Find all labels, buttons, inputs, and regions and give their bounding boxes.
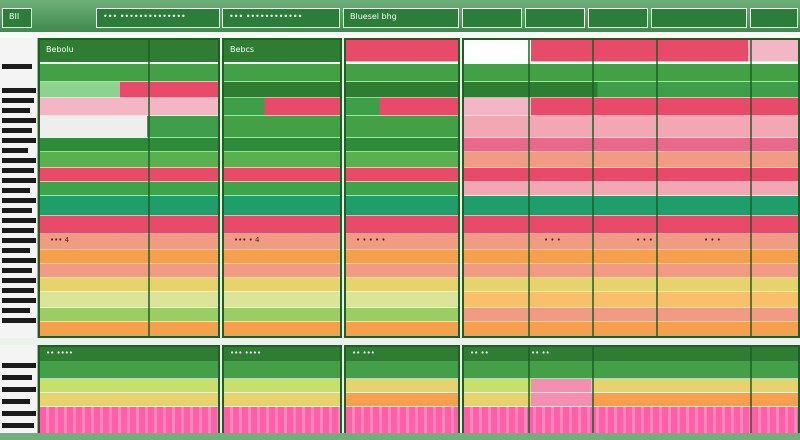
lower-panel-1: •• •••• xyxy=(38,345,220,435)
row-header-column xyxy=(0,38,38,338)
lower-panel-title: ••• •••• xyxy=(224,347,340,361)
lower-panel-title: •• •••• xyxy=(40,347,218,361)
tab-home[interactable]: BII xyxy=(2,8,32,28)
ribbon-toolbar: BII ••• •••••••••••••• ••• •••••••••••• … xyxy=(0,0,800,32)
data-panel-1: Bebolu ••• 4 xyxy=(38,38,220,338)
data-panel-4: • • • • • • • • • xyxy=(462,38,800,338)
lower-panel-4: •• •• •• •• xyxy=(462,345,800,435)
tab-sheet-2[interactable]: ••• •••••••••••• xyxy=(222,8,340,28)
lower-panel-title: •• •• •• •• xyxy=(464,347,798,361)
tab-sheet-3[interactable]: Bluesel bhg xyxy=(343,8,459,28)
lower-panel-2: ••• •••• xyxy=(222,345,342,435)
tab-extra-1[interactable] xyxy=(462,8,522,28)
tab-extra-5[interactable] xyxy=(750,8,798,28)
panel-title: Bebcs xyxy=(224,40,340,62)
tab-extra-2[interactable] xyxy=(525,8,585,28)
tab-sheet-1[interactable]: ••• •••••••••••••• xyxy=(96,8,220,28)
tab-extra-3[interactable] xyxy=(588,8,648,28)
lower-panel-3: •• ••• xyxy=(344,345,460,435)
status-bar xyxy=(0,433,800,440)
tab-extra-4[interactable] xyxy=(651,8,747,28)
data-panel-3: • • • • • xyxy=(344,38,460,338)
row-header-column-lower xyxy=(0,345,38,440)
panel-title: Bebolu xyxy=(40,40,218,62)
data-panel-2: Bebcs ••• • 4 xyxy=(222,38,342,338)
lower-panel-title: •• ••• xyxy=(346,347,458,361)
